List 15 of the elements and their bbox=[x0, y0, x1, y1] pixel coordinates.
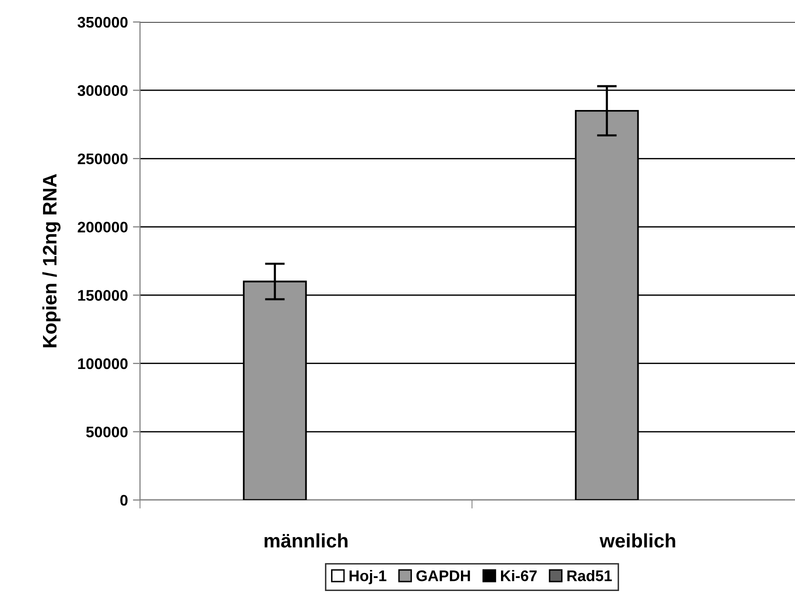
legend-label: GAPDH bbox=[416, 570, 470, 582]
legend-label: Hoj-1 bbox=[350, 570, 386, 584]
y-tick-label: 50000 bbox=[86, 426, 128, 438]
y-tick-label: 150000 bbox=[78, 290, 128, 301]
legend-label: Ki-67 bbox=[501, 570, 537, 582]
legend-label: Rad51 bbox=[567, 570, 612, 582]
x-tick-label: männlich bbox=[264, 533, 348, 548]
y-axis-title: Kopien / 12ng RNA bbox=[42, 174, 61, 348]
y-tick-label: 0 bbox=[120, 494, 128, 506]
y-tick-label: 250000 bbox=[78, 153, 128, 164]
x-tick-label: weiblich bbox=[600, 533, 676, 548]
y-tick-label: 300000 bbox=[78, 85, 128, 96]
y-tick-label: 100000 bbox=[78, 358, 128, 370]
y-tick-label: 350000 bbox=[78, 16, 128, 28]
y-tick-label: 200000 bbox=[78, 222, 128, 233]
